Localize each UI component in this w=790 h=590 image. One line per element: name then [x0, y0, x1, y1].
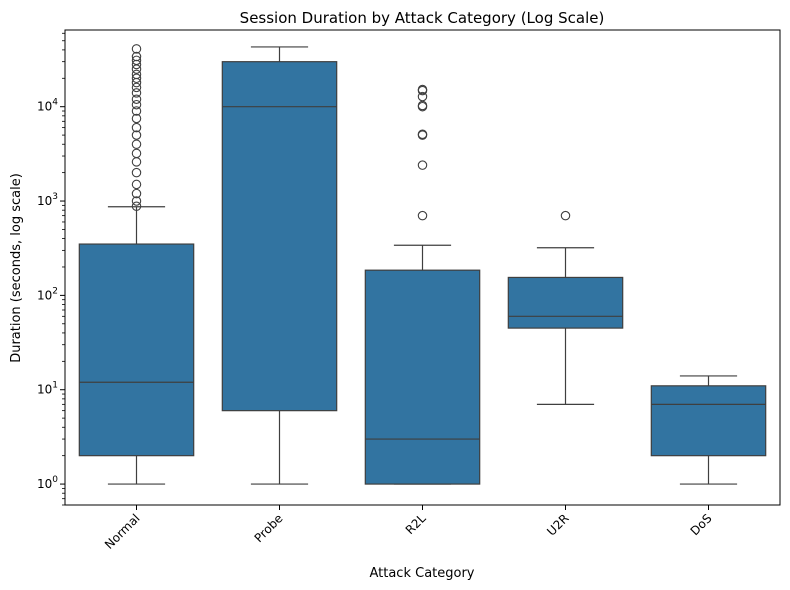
outlier-point — [131, 196, 142, 206]
y-axis-label: Duration (seconds, log scale) — [9, 173, 24, 363]
outlier-point — [417, 160, 428, 170]
x-axis: Normal Probe R2L U2R DoS — [102, 505, 715, 552]
plot-area — [78, 44, 767, 485]
outlier-point — [131, 44, 142, 54]
outlier-point — [131, 167, 142, 178]
box-iqr — [78, 243, 195, 457]
outlier-point — [131, 179, 142, 190]
y-axis: 100 101 102 103 104 — [37, 32, 65, 506]
box-iqr — [221, 61, 338, 412]
box-iqr — [650, 385, 767, 457]
x-tick-label: DoS — [688, 511, 715, 538]
outlier-point — [131, 157, 142, 167]
outlier-point — [131, 51, 142, 62]
y-tick-label: 104 — [37, 98, 58, 114]
box-r2l — [364, 84, 481, 485]
outlier-point — [131, 99, 142, 110]
box-dos — [650, 375, 767, 485]
outlier-point — [417, 129, 428, 140]
outlier-point — [417, 84, 428, 95]
y-tick-label: 102 — [37, 286, 58, 302]
y-tick-label: 101 — [37, 381, 58, 397]
box-probe — [221, 46, 338, 485]
outlier-point — [131, 139, 142, 149]
outlier-point — [131, 82, 142, 93]
box-normal — [78, 44, 195, 485]
y-tick-label: 100 — [37, 475, 58, 491]
outlier-point — [417, 210, 428, 221]
outlier-point — [131, 94, 142, 104]
outlier-point — [131, 113, 142, 124]
chart-title: Session Duration by Attack Category (Log… — [240, 9, 605, 27]
outlier-point — [131, 73, 142, 84]
box-u2r — [507, 210, 624, 405]
outlier-point — [131, 188, 142, 199]
outlier-point — [131, 201, 142, 212]
x-tick-label: Probe — [252, 511, 286, 545]
box-iqr — [364, 269, 481, 485]
outlier-point — [131, 88, 142, 98]
x-tick-label: R2L — [403, 511, 429, 537]
outlier-point — [131, 55, 142, 66]
outlier-point — [417, 91, 428, 102]
outlier-point — [560, 210, 571, 221]
x-tick-label: U2R — [544, 511, 571, 538]
outlier-point — [131, 106, 142, 116]
y-tick-label: 103 — [37, 192, 58, 208]
outlier-point — [131, 130, 142, 140]
outlier-point — [131, 69, 142, 80]
box-iqr — [507, 276, 624, 329]
x-tick-label: Normal — [102, 511, 143, 552]
x-axis-label: Attack Category — [369, 566, 474, 581]
outlier-point — [131, 148, 142, 159]
outlier-point — [131, 122, 142, 133]
